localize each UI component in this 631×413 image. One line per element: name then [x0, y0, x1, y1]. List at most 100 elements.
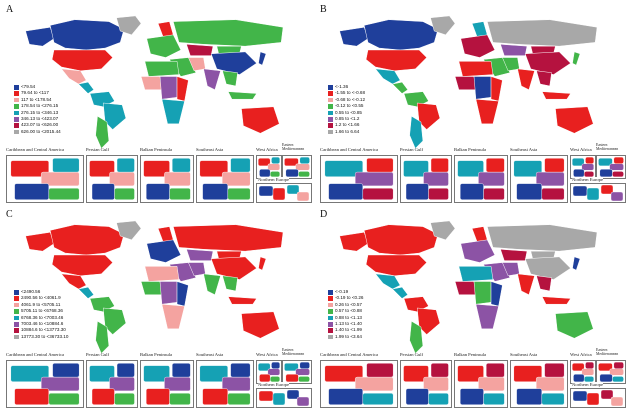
region-mexico	[375, 68, 401, 85]
region-brazil	[102, 307, 127, 335]
inset-region	[600, 184, 614, 195]
region-alaska	[339, 26, 369, 47]
legend-label: 276.15 to <346.13	[21, 109, 59, 115]
region-brazil	[416, 102, 441, 130]
region-greenland	[430, 15, 456, 36]
region-usa	[51, 49, 114, 72]
inset-region	[324, 365, 363, 382]
legend-entry: -0.19 to <0.26	[328, 295, 363, 301]
legend-swatch	[328, 84, 333, 90]
legend-entry: 0.85 to <1.2	[328, 116, 365, 122]
region-brazil	[102, 102, 127, 130]
region-canada	[49, 224, 125, 256]
inset-region	[459, 388, 484, 405]
region-africaN	[144, 266, 180, 282]
inset-region	[599, 373, 613, 383]
inset-region	[258, 363, 271, 372]
inset-region	[227, 188, 251, 200]
inset-region	[258, 185, 274, 197]
inset-region	[572, 390, 588, 402]
inset-region	[572, 363, 585, 372]
legend-label: 0.88 to <1.13	[335, 314, 362, 320]
inset-title-persian-gulf: Persian Gulf	[86, 352, 110, 357]
region-seasia	[536, 275, 552, 292]
inset-title-southeast-asia: Southeast Asia	[196, 147, 224, 152]
inset-region	[10, 160, 49, 177]
region-argentina	[95, 320, 110, 354]
legend-entry: 10884.6 to <13773.30	[14, 327, 68, 333]
legend-swatch	[328, 321, 333, 327]
legend-swatch	[328, 123, 333, 128]
region-indonesia	[541, 296, 571, 305]
legend-swatch	[14, 309, 19, 314]
region-africaS	[475, 303, 499, 330]
inset-region	[541, 393, 565, 405]
inset-title-west-africa: West Africa	[570, 352, 592, 357]
inset-region	[89, 365, 115, 382]
legend-swatch	[14, 321, 19, 327]
inset-southeast-asia	[510, 360, 568, 408]
region-seasia	[536, 70, 552, 87]
region-india	[517, 68, 535, 91]
legend-label: 423.07 to <626.00	[21, 122, 59, 128]
inset-region	[259, 373, 271, 383]
legend-swatch	[14, 104, 19, 109]
legend-entry: 178.54 to <276.15	[14, 103, 61, 109]
inset-region	[48, 188, 80, 200]
inset-region	[583, 171, 595, 178]
region-usa	[365, 254, 428, 277]
inset-region	[114, 393, 135, 405]
legend-entry: <-1.36	[328, 84, 365, 90]
region-africaN	[144, 61, 180, 77]
panel-d: D <-0.19 -0.19 to <0.26 0.26 to <0.57 0.57 t…	[320, 209, 626, 411]
inset-region	[271, 361, 280, 369]
legend-swatch	[328, 289, 333, 295]
inset-region	[272, 392, 286, 406]
region-kaz	[500, 249, 528, 261]
inset-region	[513, 365, 542, 382]
inset-region	[199, 160, 228, 177]
inset-region	[457, 160, 484, 177]
region-africaW	[454, 281, 477, 295]
inset-persian-gulf	[86, 155, 138, 203]
inset-eastern-med	[282, 360, 312, 384]
region-india	[203, 273, 221, 296]
legend-entry: 626.00 to <2015.44	[14, 129, 61, 135]
inset-title-southeast-asia: Southeast Asia	[510, 352, 538, 357]
legend: <-0.19 -0.19 to <0.26 0.26 to <0.57 0.57 to…	[328, 289, 363, 340]
inset-region	[199, 365, 228, 382]
inset-title-caribbean: Caribbean and Central America	[6, 147, 65, 152]
legend-label: 1.66 to 6.64	[335, 128, 360, 134]
region-africaW	[140, 281, 163, 295]
legend-swatch	[14, 91, 19, 96]
inset-region	[583, 376, 595, 383]
legend-swatch	[328, 309, 333, 314]
legend-entry: 4061.9 to <5705.11	[14, 302, 68, 308]
legend-label: 13773.30 to <36733.10	[21, 333, 69, 339]
region-usa	[365, 49, 428, 72]
inset-region	[328, 388, 364, 405]
region-africaC	[473, 281, 492, 305]
region-china	[524, 51, 571, 75]
legend: <2490.56 2490.56 to <4061.9 4061.9 to <570…	[14, 289, 68, 340]
inset-west-africa	[256, 360, 282, 384]
inset-region	[299, 156, 310, 164]
inset-region	[284, 158, 299, 167]
region-australia	[241, 106, 280, 134]
inset-caribbean	[320, 155, 398, 203]
panel-label: D	[320, 209, 328, 220]
inset-region	[230, 363, 251, 378]
inset-region	[598, 363, 613, 372]
inset-balkan	[454, 155, 508, 203]
region-brazil	[416, 307, 441, 335]
inset-region	[610, 396, 624, 407]
legend-swatch	[328, 129, 333, 135]
legend-swatch	[14, 328, 19, 333]
legend-entry: <79.54	[14, 84, 61, 90]
region-china	[210, 256, 257, 280]
legend-swatch	[328, 97, 333, 103]
inset-region	[143, 365, 170, 382]
region-canada	[363, 19, 439, 51]
inset-region	[362, 188, 394, 200]
inset-region	[599, 168, 613, 178]
